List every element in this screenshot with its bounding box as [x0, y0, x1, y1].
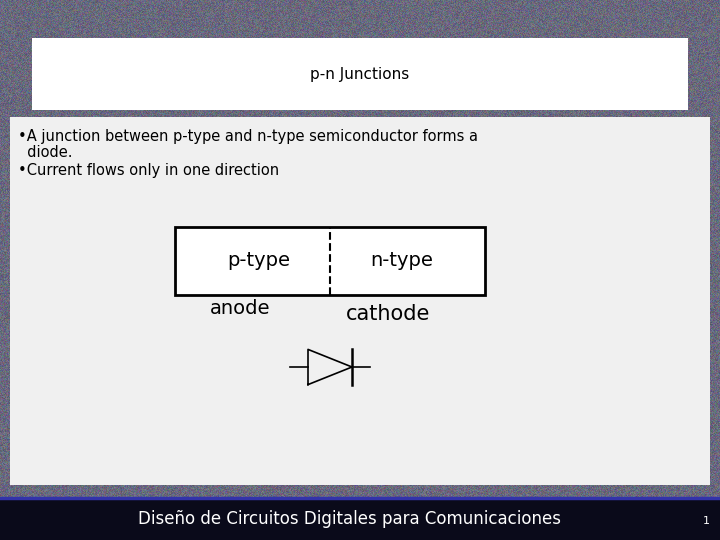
Text: cathode: cathode — [346, 304, 430, 324]
Bar — [32, 38, 688, 110]
Text: •Current flows only in one direction: •Current flows only in one direction — [18, 163, 279, 178]
Text: Diseño de Circuitos Digitales para Comunicaciones: Diseño de Circuitos Digitales para Comun… — [138, 510, 562, 528]
Bar — [0, 498, 720, 540]
Text: n-type: n-type — [370, 252, 433, 271]
Text: 1: 1 — [703, 516, 709, 526]
Text: p-type: p-type — [228, 252, 290, 271]
Text: p-n Junctions: p-n Junctions — [310, 66, 410, 82]
Text: •A junction between p-type and n-type semiconductor forms a: •A junction between p-type and n-type se… — [18, 129, 478, 144]
Text: anode: anode — [210, 299, 270, 318]
Bar — [175, 227, 485, 295]
Text: diode.: diode. — [18, 145, 73, 160]
Bar — [10, 117, 710, 485]
